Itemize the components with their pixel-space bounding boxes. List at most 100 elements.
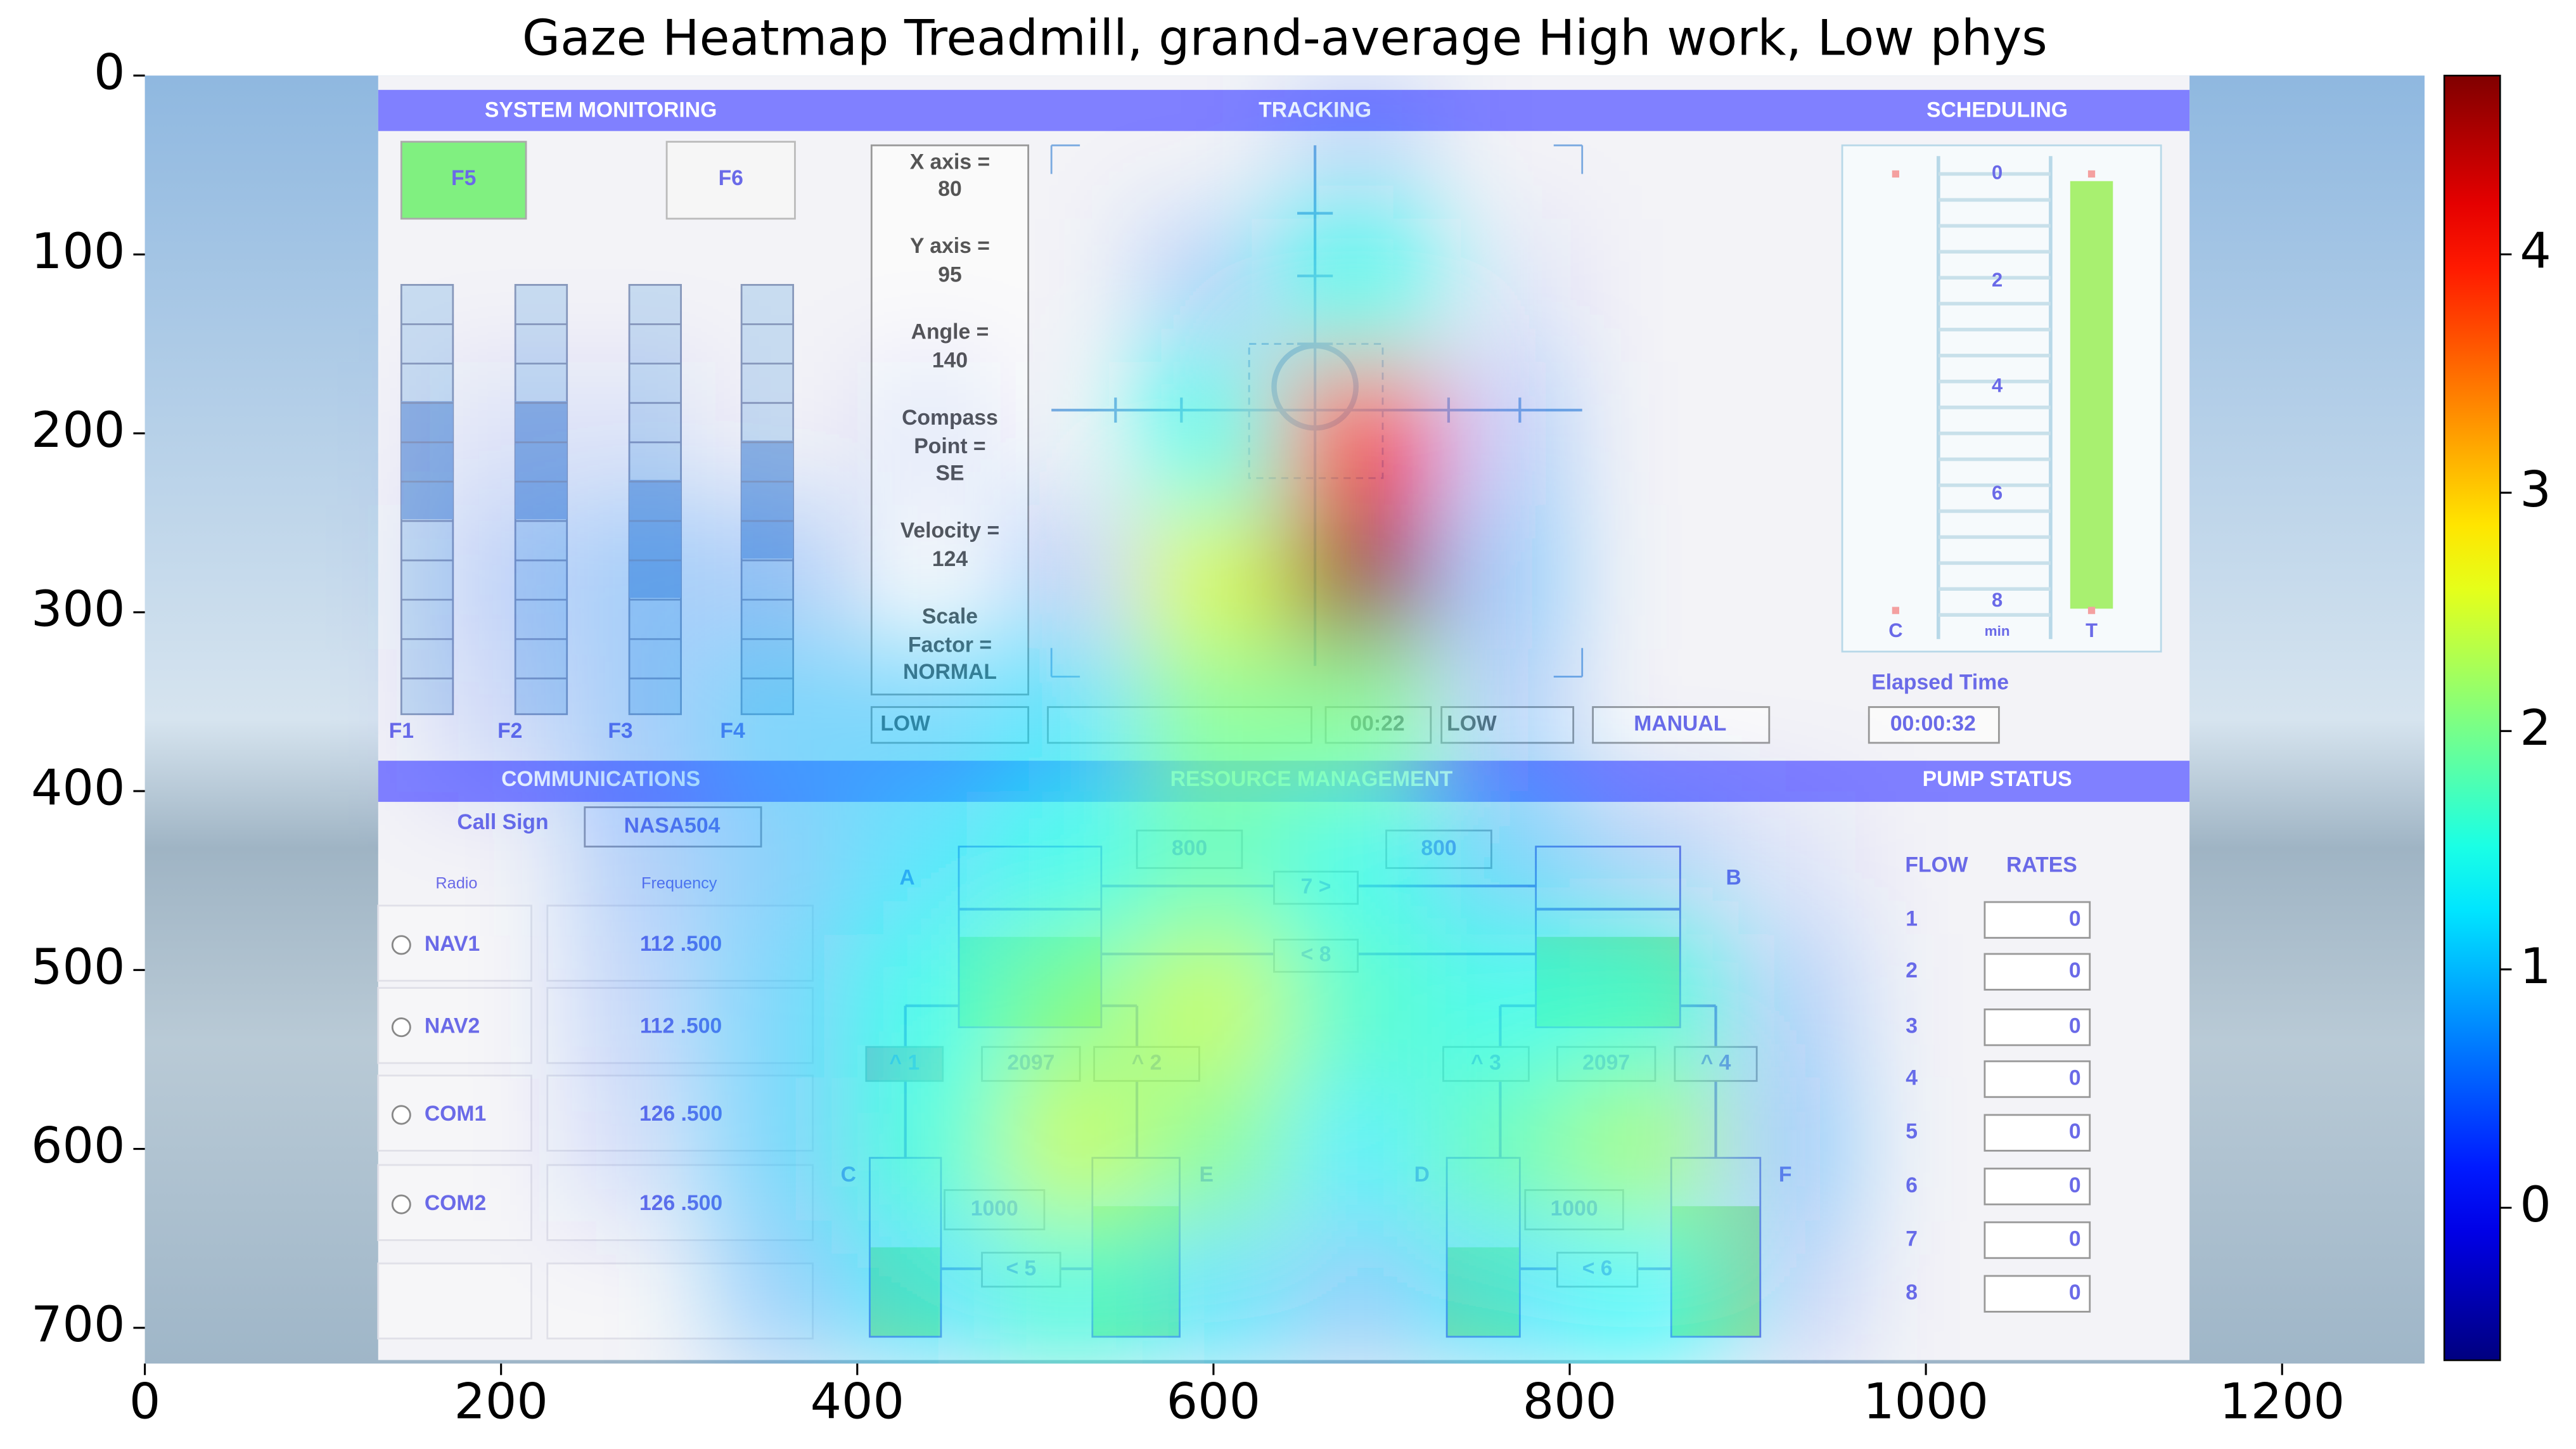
heat-cell: [572, 361, 716, 506]
ui-text: 5: [1906, 1119, 1918, 1143]
heat-cell: [714, 1220, 859, 1364]
ui-header-bar: [378, 89, 2190, 131]
heat-cell: [714, 934, 859, 1079]
ui-radio: [391, 1194, 411, 1214]
heat-cell: [1997, 1078, 2141, 1221]
ui-box: [1592, 706, 1771, 744]
x-tick-label: 200: [454, 1374, 548, 1431]
heat-cell: [1997, 75, 2141, 219]
ui-text: 0: [2069, 958, 2081, 982]
heat-cell: [857, 934, 1001, 1079]
heat-cell: [999, 648, 1143, 792]
heat-cell: [1285, 219, 1428, 363]
axes: 0 200 400 600 800 1000 12000100200300400500600…: [31, 44, 2551, 1431]
ui-box: [665, 141, 796, 220]
ui-text: PUMP STATUS: [1923, 767, 2072, 791]
heat-cell: [714, 791, 859, 936]
heat-cell: [1142, 505, 1286, 649]
ui-text: 1: [1906, 906, 1918, 931]
heat-cell: [1285, 1077, 1428, 1221]
colorbar-tick-label: 1: [2520, 938, 2551, 995]
ui-box: [1983, 1275, 2091, 1313]
heat-cell: [2139, 791, 2283, 935]
heat-cell: [1855, 1078, 1998, 1221]
heat-cell: [430, 361, 574, 506]
heat-cell: [1712, 505, 1855, 649]
heat-cell: [1997, 648, 2141, 792]
heat-cell: [1997, 219, 2141, 363]
y-tick-label: 0: [94, 44, 125, 101]
ui-text: 00:00:32: [1890, 712, 1976, 736]
heat-cell: [145, 791, 288, 935]
heat-cell: [287, 791, 430, 935]
heat-cell: [1712, 1220, 1856, 1364]
heat-cell: [1855, 648, 1998, 792]
ui-box: [1892, 170, 1900, 178]
ui-text: F6: [719, 166, 743, 190]
ui-text: Scale: [922, 604, 978, 628]
ui-text: F5: [451, 166, 476, 190]
heat-cell: [2282, 505, 2425, 649]
ui-text: NAV2: [425, 1014, 480, 1038]
heat-cell: [2282, 75, 2425, 219]
heat-cell: [430, 1220, 573, 1364]
ui-box: [1983, 1114, 2091, 1152]
heat-cell: [1427, 361, 1571, 506]
heat-cell: [1712, 1077, 1856, 1221]
ui-text: 8: [1992, 589, 2002, 611]
heat-cell: [1285, 934, 1428, 1079]
heat-cell: [287, 219, 430, 363]
heat-cell: [715, 219, 858, 363]
heat-cell: [1285, 75, 1428, 220]
heat-cell: [287, 1220, 430, 1364]
heat-cell: [287, 505, 430, 649]
ui-text: Elapsed Time: [1871, 671, 2009, 695]
heat-cell: [1997, 791, 2141, 935]
heat-cell: [2139, 1078, 2283, 1221]
x-tick-label: 800: [1523, 1374, 1617, 1431]
heat-cell: [715, 75, 858, 219]
heat-cell: [2139, 75, 2283, 219]
heat-cell: [1427, 505, 1571, 649]
ui-text: RATES: [2006, 853, 2077, 877]
ui-text: SYSTEM MONITORING: [485, 98, 717, 122]
ui-box: [377, 1262, 532, 1340]
ui-text: 0: [2069, 1280, 2081, 1304]
ui-box: [400, 141, 527, 220]
heat-cell: [1000, 75, 1143, 219]
heat-cell: [1142, 648, 1286, 792]
heat-cell: [857, 219, 1001, 363]
heat-cell: [572, 934, 716, 1079]
ui-text: 2: [1992, 269, 2002, 291]
heat-cell: [1285, 361, 1428, 506]
ui-schedule-bar: [2070, 181, 2113, 609]
heat-cell: [1570, 1220, 1714, 1364]
ui-box: [1983, 1060, 2091, 1098]
ui-text: FLOW: [1905, 853, 1968, 877]
ui-box: [1892, 607, 1900, 614]
heat-cell: [1142, 1077, 1286, 1221]
heat-cell: [430, 648, 574, 792]
heat-cell: [287, 1078, 430, 1221]
heat-cell: [1712, 362, 1855, 506]
heat-cell: [1712, 75, 1855, 219]
heat-cell: [1570, 791, 1714, 936]
colorbar: [2443, 74, 2501, 1362]
heat-cell: [145, 505, 288, 649]
heat-cell: [857, 505, 1001, 649]
colorbar-tick-label: 3: [2520, 461, 2551, 518]
heat-cell: [145, 362, 288, 506]
heat-cell: [999, 934, 1143, 1079]
heat-cell: [1570, 75, 1713, 219]
ui-radio: [391, 1105, 411, 1125]
ui-text: Y axis =: [910, 234, 990, 258]
heat-cell: [287, 934, 430, 1078]
y-tick-label: 100: [31, 223, 125, 280]
heat-cell: [2282, 791, 2425, 935]
heat-cell: [1855, 362, 1998, 506]
y-tick-label: 500: [31, 939, 125, 996]
heat-cell: [1570, 505, 1713, 649]
heat-cell: [1000, 219, 1143, 363]
heat-cell: [145, 1078, 288, 1221]
ui-text: 3: [1906, 1014, 1918, 1038]
